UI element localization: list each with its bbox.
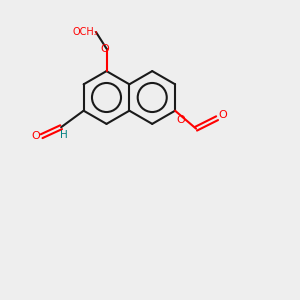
Text: O: O bbox=[177, 115, 185, 125]
Text: O: O bbox=[219, 110, 227, 120]
Text: H: H bbox=[60, 130, 68, 140]
Text: O: O bbox=[100, 44, 109, 54]
Text: OCH₃: OCH₃ bbox=[73, 27, 98, 37]
Text: O: O bbox=[31, 131, 40, 141]
